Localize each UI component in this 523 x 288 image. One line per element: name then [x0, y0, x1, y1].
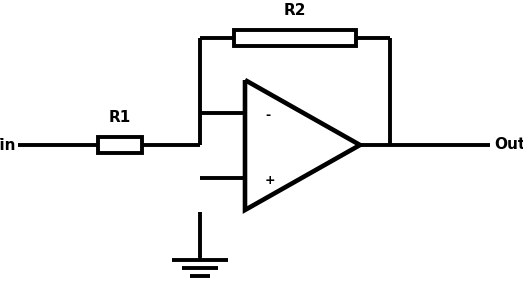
Text: Vin: Vin [0, 137, 16, 153]
Text: +: + [265, 173, 276, 187]
Bar [234, 30, 356, 46]
Text: Output: Output [494, 137, 523, 153]
Text: R2: R2 [284, 3, 306, 18]
Text: R1: R1 [109, 110, 131, 125]
Bar [98, 137, 142, 153]
Text: -: - [265, 109, 270, 122]
